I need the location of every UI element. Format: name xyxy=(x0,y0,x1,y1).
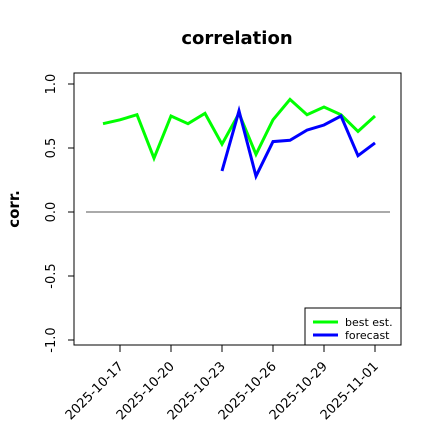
y-axis-label: corr. xyxy=(5,190,23,228)
plot-frame xyxy=(73,72,402,346)
legend: best est. forecast xyxy=(304,307,402,346)
y-tick-label: 0.0 xyxy=(44,202,59,223)
y-tick-label: -0.5 xyxy=(44,263,59,288)
legend-label-best-est: best est. xyxy=(345,316,393,329)
y-tick-label: 1.0 xyxy=(44,74,59,95)
axes: -1.0-0.50.00.51.02025-10-172025-10-20202… xyxy=(44,74,390,423)
legend-box xyxy=(304,307,402,346)
y-tick-label: 0.5 xyxy=(44,138,59,159)
legend-label-forecast: forecast xyxy=(345,329,390,342)
chart-title: correlation xyxy=(181,28,292,49)
series-layer xyxy=(102,97,377,181)
y-tick-label: -1.0 xyxy=(44,327,59,352)
series-line-forecast xyxy=(220,105,376,181)
